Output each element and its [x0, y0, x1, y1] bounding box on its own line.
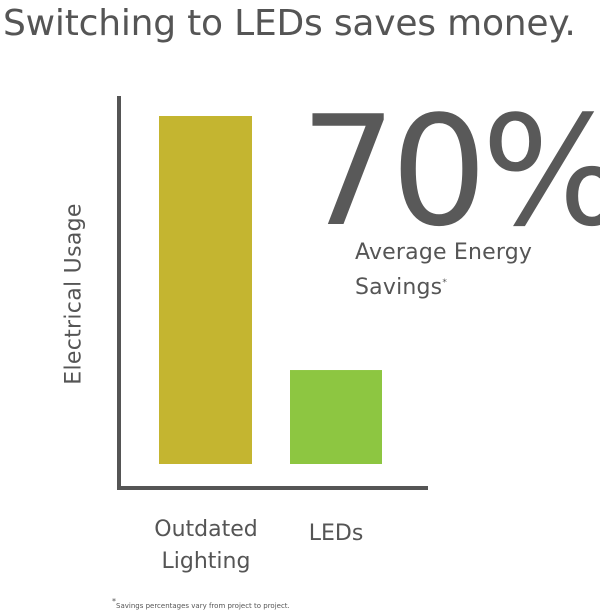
footnote-text: Savings percentages vary from project to… — [116, 602, 290, 610]
category-label-leds: LEDs — [308, 521, 364, 546]
bar-leds — [290, 370, 382, 464]
savings-percent: 70% — [300, 83, 600, 260]
footnote: *Savings percentages vary from project t… — [112, 597, 290, 610]
footnote-marker: * — [442, 278, 448, 288]
y-axis-label: Electrical Usage — [61, 203, 87, 385]
bar-outdated-lighting — [159, 116, 252, 464]
category-label-outdated-lighting: Outdated Lighting — [154, 517, 258, 574]
savings-caption: Average Energy Savings* — [355, 238, 595, 303]
footnote-asterisk: * — [112, 597, 116, 606]
savings-caption-text: Average Energy Savings — [355, 240, 533, 300]
chart-title: Switching to LEDs saves money. — [3, 3, 576, 44]
